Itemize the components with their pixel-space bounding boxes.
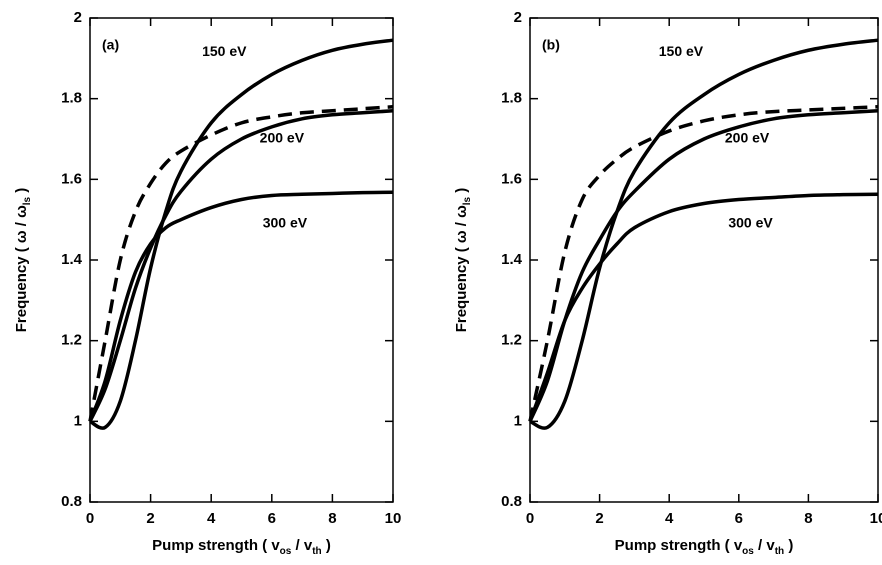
- curve-label: 200 eV: [725, 130, 770, 146]
- x-tick-label: 4: [207, 510, 216, 527]
- label-part: Pump strength ( v: [152, 537, 280, 554]
- curve-label: 150 eV: [202, 43, 247, 59]
- x-tick-label: 6: [735, 510, 743, 527]
- curve: [528, 104, 879, 422]
- y-axis-label: Frequency ( ω / ωls ): [453, 188, 473, 333]
- curve-label: 200 eV: [260, 130, 305, 146]
- y-tick-label: 1.2: [61, 332, 82, 349]
- y-axis-label: Frequency ( ω / ωls ): [13, 188, 33, 333]
- y-tick-label: 1.4: [61, 251, 83, 268]
- label-part: Pump strength ( v: [615, 537, 743, 554]
- x-tick-label: 8: [804, 510, 812, 527]
- x-axis-label: Pump strength ( vos / vth ): [152, 537, 331, 557]
- x-tick-label: 2: [146, 510, 154, 527]
- y-tick-label: 2: [74, 9, 82, 26]
- label-part: ): [784, 537, 793, 554]
- y-tick-label: 2: [514, 9, 522, 26]
- x-tick-label: 10: [385, 510, 402, 527]
- y-tick-label: 1.4: [501, 251, 523, 268]
- x-tick-label: 4: [665, 510, 674, 527]
- y-tick-label: 1.8: [61, 90, 82, 107]
- x-tick-label: 0: [86, 510, 94, 527]
- subscript: os: [280, 546, 292, 557]
- label-part: Frequency ( ω / ω: [13, 205, 30, 332]
- subscript: ls: [22, 196, 33, 205]
- label-part: Frequency ( ω / ω: [453, 205, 470, 332]
- x-tick-label: 2: [595, 510, 603, 527]
- subscript: ls: [462, 196, 473, 205]
- curve: [88, 104, 394, 422]
- plot-frame: [529, 17, 879, 503]
- y-tick-label: 1: [514, 412, 522, 429]
- x-tick-label: 6: [268, 510, 276, 527]
- subscript: th: [775, 546, 784, 557]
- label-part: / v: [754, 537, 776, 554]
- x-tick-label: 10: [870, 510, 882, 527]
- plot-frame: [89, 17, 394, 503]
- panel-label: (a): [102, 37, 119, 53]
- curve-label: 300 eV: [728, 214, 773, 230]
- curve: [528, 192, 879, 422]
- x-tick-label: 8: [328, 510, 336, 527]
- y-tick-label: 1.6: [61, 170, 82, 187]
- x-axis-label: Pump strength ( vos / vth ): [615, 537, 794, 557]
- y-tick-label: 0.8: [501, 493, 522, 510]
- y-tick-label: 1: [74, 412, 82, 429]
- x-tick-label: 0: [526, 510, 534, 527]
- y-tick-label: 1.8: [501, 90, 522, 107]
- curve: [528, 109, 879, 423]
- y-tick-label: 1.2: [501, 332, 522, 349]
- subscript: os: [742, 546, 754, 557]
- curve: [89, 38, 394, 430]
- curve: [88, 109, 394, 423]
- y-tick-label: 0.8: [61, 493, 82, 510]
- label-part: ): [453, 188, 470, 197]
- panel-label: (b): [542, 37, 560, 53]
- curve: [88, 190, 394, 422]
- curve: [529, 38, 879, 430]
- curve-label: 300 eV: [263, 214, 308, 230]
- subscript: th: [312, 546, 321, 557]
- curve-label: 150 eV: [659, 43, 704, 59]
- label-part: ): [322, 537, 331, 554]
- label-part: ): [13, 188, 30, 197]
- label-part: / v: [291, 537, 313, 554]
- y-tick-label: 1.6: [501, 170, 522, 187]
